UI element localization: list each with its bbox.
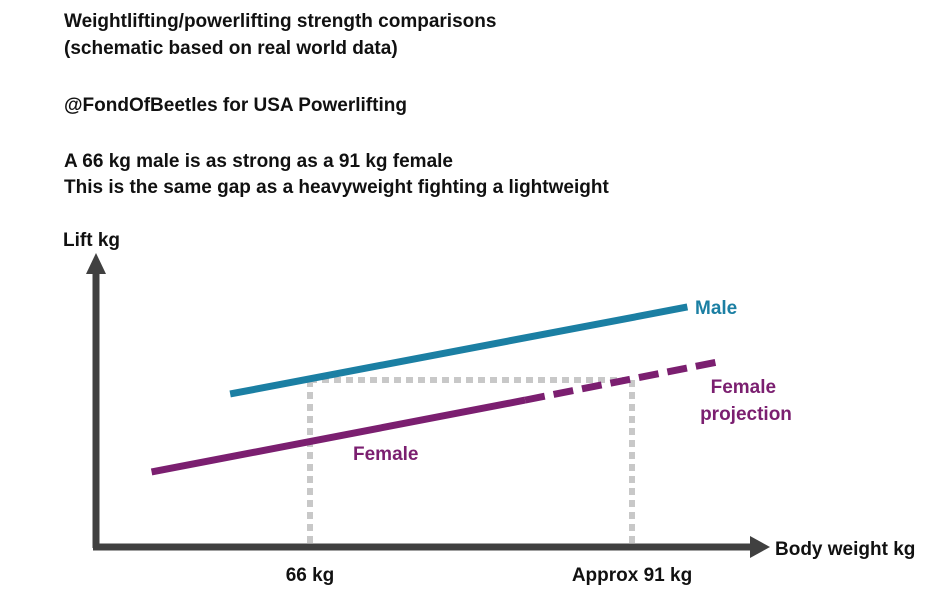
credit: @FondOfBeetles for USA Powerlifting: [64, 95, 407, 116]
female-projection-line1: Female: [711, 377, 776, 398]
x-axis-arrow-icon: [750, 536, 770, 558]
series-line-male: [229, 303, 689, 398]
female-projection-line2: projection: [700, 404, 792, 425]
legend-label-female-projection: Female projection: [700, 377, 792, 425]
legend-label-male: Male: [695, 298, 737, 319]
claim-line2: This is the same gap as a heavyweight fi…: [64, 177, 609, 198]
chart-title-line2: (schematic based on real world data): [64, 38, 398, 59]
y-axis-label: Lift kg: [63, 230, 120, 251]
tick-label-91: Approx 91 kg: [572, 565, 692, 586]
claim-line1: A 66 kg male is as strong as a 91 kg fem…: [64, 151, 453, 172]
series-line-female-projection: [524, 358, 719, 404]
series-lines: [150, 303, 719, 476]
chart-title-line1: Weightlifting/powerlifting strength comp…: [64, 11, 497, 32]
reference-lines: [307, 376, 635, 543]
legend-label-female: Female: [353, 444, 418, 465]
axes: [86, 253, 770, 558]
series-line-female: [150, 396, 526, 476]
y-axis-arrow-icon: [86, 253, 106, 274]
tick-label-66: 66 kg: [286, 565, 335, 586]
x-axis-label: Body weight kg: [775, 539, 915, 560]
